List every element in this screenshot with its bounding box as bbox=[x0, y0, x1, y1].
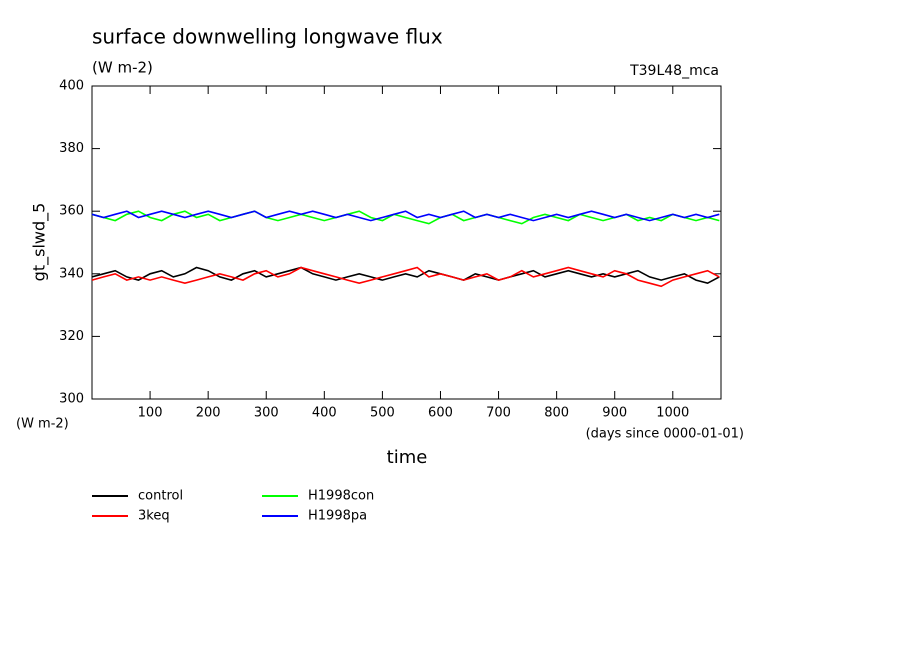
x-tick-label: 900 bbox=[602, 406, 627, 421]
y-tick-label: 300 bbox=[59, 392, 84, 407]
y-tick-label: 340 bbox=[59, 266, 84, 281]
legend-label: H1998pa bbox=[308, 509, 367, 524]
y-axis-label: gt_slwd_5 bbox=[30, 203, 50, 282]
chart-title: surface downwelling longwave flux bbox=[92, 25, 443, 49]
x-units-label: (days since 0000-01-01) bbox=[586, 427, 744, 442]
x-tick-label: 100 bbox=[138, 406, 163, 421]
series-line bbox=[91, 210, 720, 222]
y-units-label: (W m-2) bbox=[16, 417, 69, 432]
x-tick-label: 400 bbox=[312, 406, 337, 421]
series-line bbox=[91, 266, 720, 288]
x-tick-label: 300 bbox=[254, 406, 279, 421]
y-tick-label: 400 bbox=[59, 79, 84, 94]
legend-label: 3keq bbox=[138, 509, 170, 524]
x-tick-label: 600 bbox=[428, 406, 453, 421]
y-tick-label: 320 bbox=[59, 329, 84, 344]
legend-label: H1998con bbox=[308, 489, 374, 504]
x-tick-label: 500 bbox=[370, 406, 395, 421]
legend-label: control bbox=[138, 489, 183, 504]
x-tick-label: 700 bbox=[486, 406, 511, 421]
units-label: (W m-2) bbox=[92, 59, 153, 77]
plot-frame bbox=[91, 85, 722, 400]
x-tick-label: 800 bbox=[544, 406, 569, 421]
y-tick-label: 380 bbox=[59, 141, 84, 156]
series-line bbox=[91, 266, 720, 285]
y-tick-label: 360 bbox=[59, 204, 84, 219]
run-label: T39L48_mca bbox=[629, 63, 719, 79]
x-axis-label: time bbox=[387, 447, 428, 468]
x-tick-label: 1000 bbox=[656, 406, 689, 421]
x-tick-label: 200 bbox=[196, 406, 221, 421]
